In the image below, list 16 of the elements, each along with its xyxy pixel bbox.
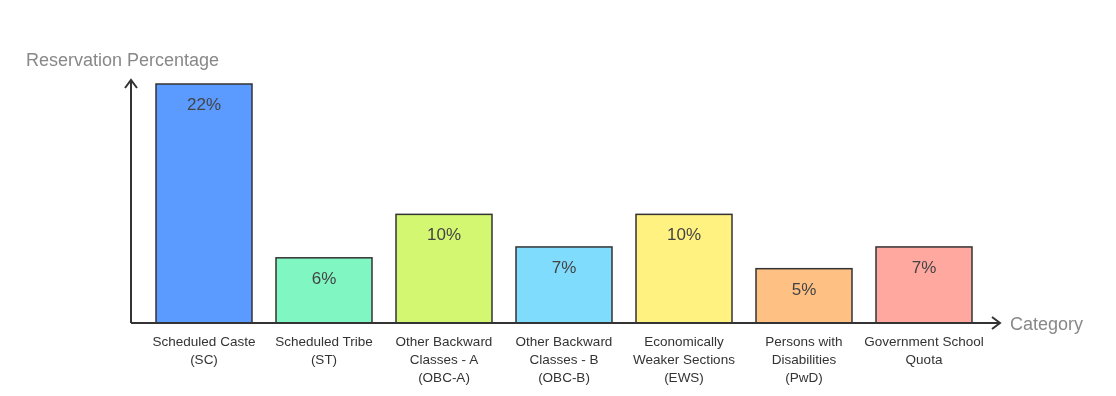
data-label: 10%	[426, 225, 462, 245]
x-tick-label: Other Backward Classes - A (OBC-A)	[395, 334, 493, 385]
data-label: 5%	[791, 279, 817, 299]
x-tick-label: Government School Quota	[864, 334, 984, 367]
data-label: 10%	[666, 225, 702, 245]
y-axis-title: Reservation Percentage	[26, 50, 220, 70]
data-label: 7%	[551, 257, 577, 277]
x-axis-title: Category	[1010, 314, 1084, 334]
x-tick-label: Scheduled Tribe (ST)	[275, 334, 373, 367]
x-tick-label: Persons with Disabilities (PwD)	[765, 334, 843, 385]
data-label: 6%	[311, 268, 337, 288]
x-tick-label: Economically Weaker Sections (EWS)	[633, 334, 736, 385]
data-label: 22%	[186, 95, 222, 114]
data-label: 7%	[911, 257, 937, 277]
x-tick-label: Scheduled Caste (SC)	[152, 334, 256, 367]
x-tick-label: Other Backward Classes - B (OBC-B)	[515, 334, 613, 385]
